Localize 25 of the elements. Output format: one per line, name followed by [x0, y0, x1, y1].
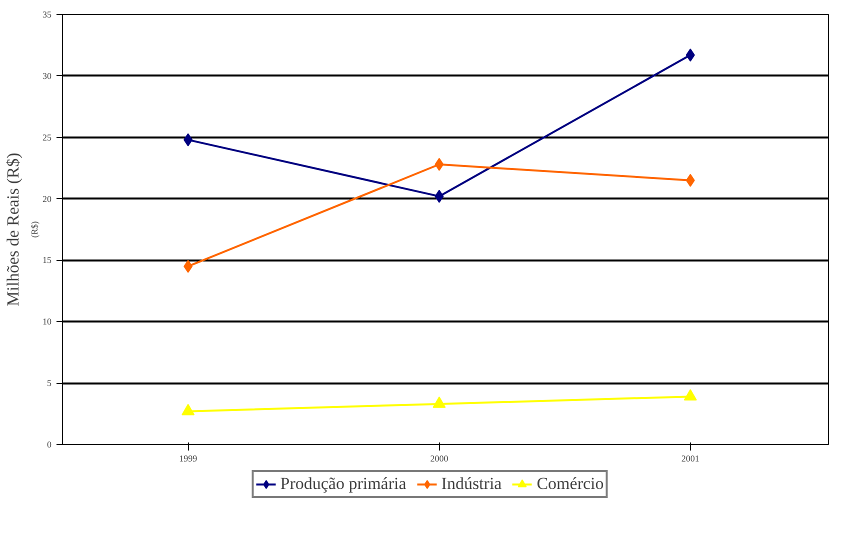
point: [686, 48, 695, 62]
y-tick-label: 0: [47, 440, 52, 450]
point: [434, 158, 444, 171]
y-tick-label: 35: [42, 10, 52, 20]
point: [182, 404, 195, 416]
x-tick-label: 2001: [681, 454, 700, 464]
y-tick-label: 20: [42, 194, 52, 204]
point: [686, 174, 695, 187]
y-tick-label: 25: [42, 132, 52, 142]
point: [184, 133, 193, 146]
point: [434, 190, 444, 203]
y-tick-label: 15: [42, 255, 52, 266]
x-tick-label: 1999: [179, 454, 198, 464]
y-tick-label: 30: [42, 70, 52, 81]
point: [684, 389, 697, 401]
y-tick-label: 10: [42, 316, 52, 327]
x-tick-label: 2000: [430, 454, 449, 464]
legend-label: Indústria: [441, 474, 502, 494]
point: [184, 260, 193, 273]
text: (R$): [30, 221, 40, 238]
y-axis-title: Milhões de Reais (R$): [4, 152, 22, 306]
legend-label: Produção primária: [280, 474, 406, 494]
point: [432, 396, 446, 408]
y-tick-label: 5: [47, 378, 52, 388]
legend-label: Comércio: [536, 474, 604, 494]
